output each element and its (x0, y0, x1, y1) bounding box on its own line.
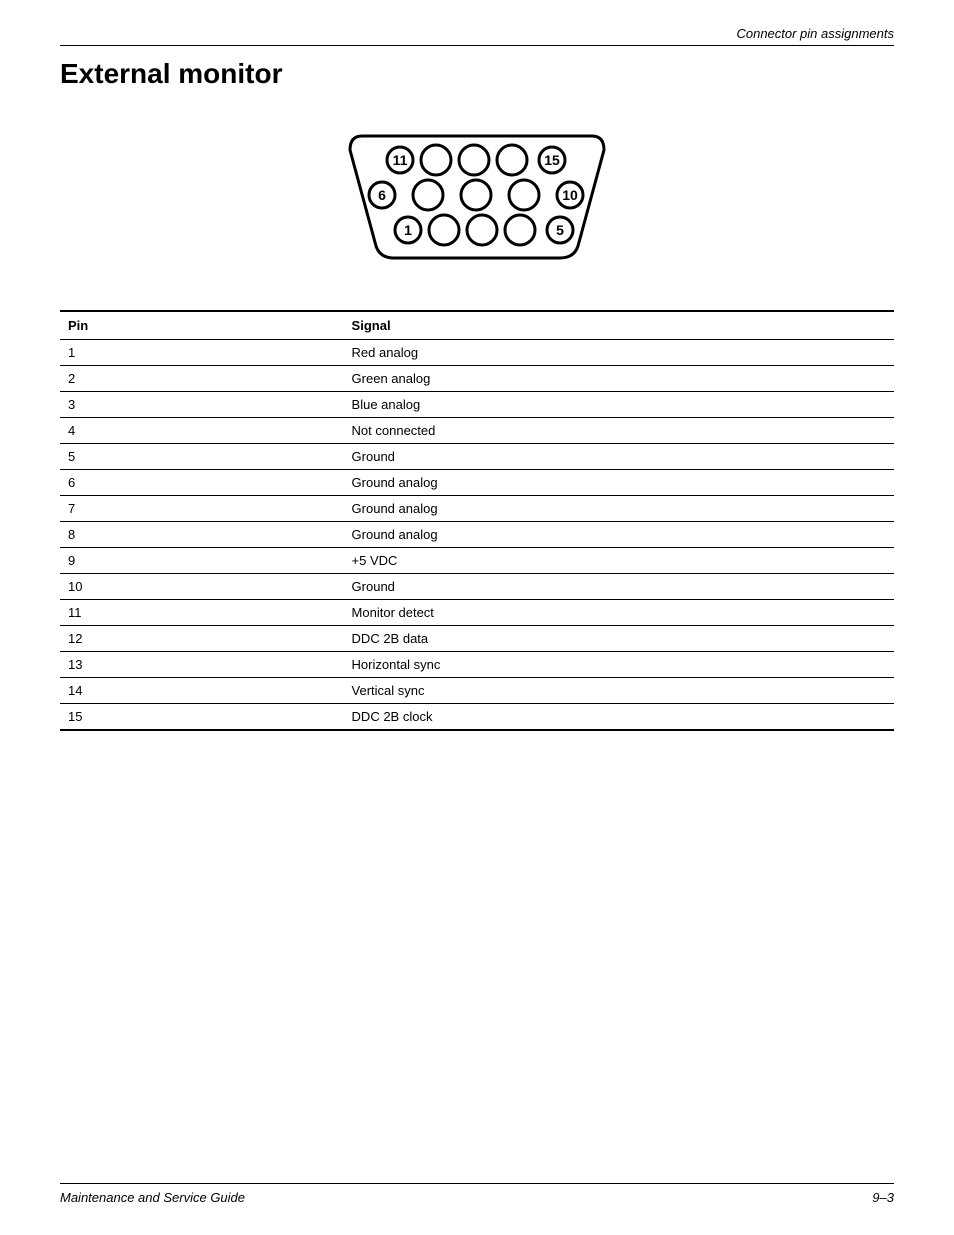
pin-empty (509, 180, 539, 210)
pin-empty (467, 215, 497, 245)
cell-pin: 7 (60, 496, 344, 522)
header-section-label: Connector pin assignments (60, 26, 894, 41)
cell-signal: Horizontal sync (344, 652, 894, 678)
table-row: 15DDC 2B clock (60, 704, 894, 731)
table-row: 5Ground (60, 444, 894, 470)
connector-diagram: 111561015 (60, 120, 894, 270)
table-row: 10Ground (60, 574, 894, 600)
table-row: 14Vertical sync (60, 678, 894, 704)
pin-empty (505, 215, 535, 245)
svg-text:10: 10 (562, 187, 578, 203)
page: Connector pin assignments External monit… (0, 0, 954, 1235)
cell-signal: Ground (344, 444, 894, 470)
table-row: 7Ground analog (60, 496, 894, 522)
cell-pin: 14 (60, 678, 344, 704)
col-header-signal: Signal (344, 311, 894, 340)
pin-label-10: 10 (557, 182, 583, 208)
page-title: External monitor (60, 58, 894, 90)
cell-pin: 2 (60, 366, 344, 392)
cell-signal: Vertical sync (344, 678, 894, 704)
cell-signal: Ground analog (344, 496, 894, 522)
cell-pin: 10 (60, 574, 344, 600)
table-row: 3Blue analog (60, 392, 894, 418)
table-row: 13Horizontal sync (60, 652, 894, 678)
cell-signal: Ground (344, 574, 894, 600)
pin-empty (429, 215, 459, 245)
cell-pin: 1 (60, 340, 344, 366)
table-row: 9+5 VDC (60, 548, 894, 574)
cell-pin: 3 (60, 392, 344, 418)
pin-empty (461, 180, 491, 210)
table-row: 4Not connected (60, 418, 894, 444)
vga-connector-icon: 111561015 (332, 120, 622, 270)
cell-signal: +5 VDC (344, 548, 894, 574)
svg-text:15: 15 (544, 152, 560, 168)
pin-label-5: 5 (547, 217, 573, 243)
table-header-row: Pin Signal (60, 311, 894, 340)
cell-pin: 6 (60, 470, 344, 496)
cell-signal: DDC 2B clock (344, 704, 894, 731)
cell-pin: 12 (60, 626, 344, 652)
cell-pin: 4 (60, 418, 344, 444)
pin-label-6: 6 (369, 182, 395, 208)
cell-pin: 13 (60, 652, 344, 678)
table-row: 1Red analog (60, 340, 894, 366)
table-row: 2Green analog (60, 366, 894, 392)
pin-empty (459, 145, 489, 175)
table-row: 12DDC 2B data (60, 626, 894, 652)
cell-signal: Green analog (344, 366, 894, 392)
pin-label-11: 11 (387, 147, 413, 173)
cell-pin: 11 (60, 600, 344, 626)
col-header-pin: Pin (60, 311, 344, 340)
svg-text:5: 5 (556, 222, 564, 238)
cell-signal: Ground analog (344, 470, 894, 496)
page-footer: Maintenance and Service Guide 9–3 (60, 1183, 894, 1205)
table-row: 8Ground analog (60, 522, 894, 548)
cell-signal: Monitor detect (344, 600, 894, 626)
pin-label-1: 1 (395, 217, 421, 243)
table-row: 11Monitor detect (60, 600, 894, 626)
cell-pin: 15 (60, 704, 344, 731)
cell-signal: Not connected (344, 418, 894, 444)
cell-pin: 5 (60, 444, 344, 470)
svg-text:1: 1 (404, 222, 412, 238)
header-rule (60, 45, 894, 46)
pin-table: Pin Signal 1Red analog2Green analog3Blue… (60, 310, 894, 731)
table-row: 6Ground analog (60, 470, 894, 496)
cell-pin: 9 (60, 548, 344, 574)
cell-signal: Blue analog (344, 392, 894, 418)
pin-empty (413, 180, 443, 210)
cell-signal: Red analog (344, 340, 894, 366)
footer-left: Maintenance and Service Guide (60, 1190, 245, 1205)
cell-signal: Ground analog (344, 522, 894, 548)
cell-pin: 8 (60, 522, 344, 548)
pin-label-15: 15 (539, 147, 565, 173)
pin-empty (497, 145, 527, 175)
pin-empty (421, 145, 451, 175)
cell-signal: DDC 2B data (344, 626, 894, 652)
svg-text:11: 11 (393, 152, 408, 168)
svg-text:6: 6 (378, 187, 386, 203)
footer-right: 9–3 (872, 1190, 894, 1205)
